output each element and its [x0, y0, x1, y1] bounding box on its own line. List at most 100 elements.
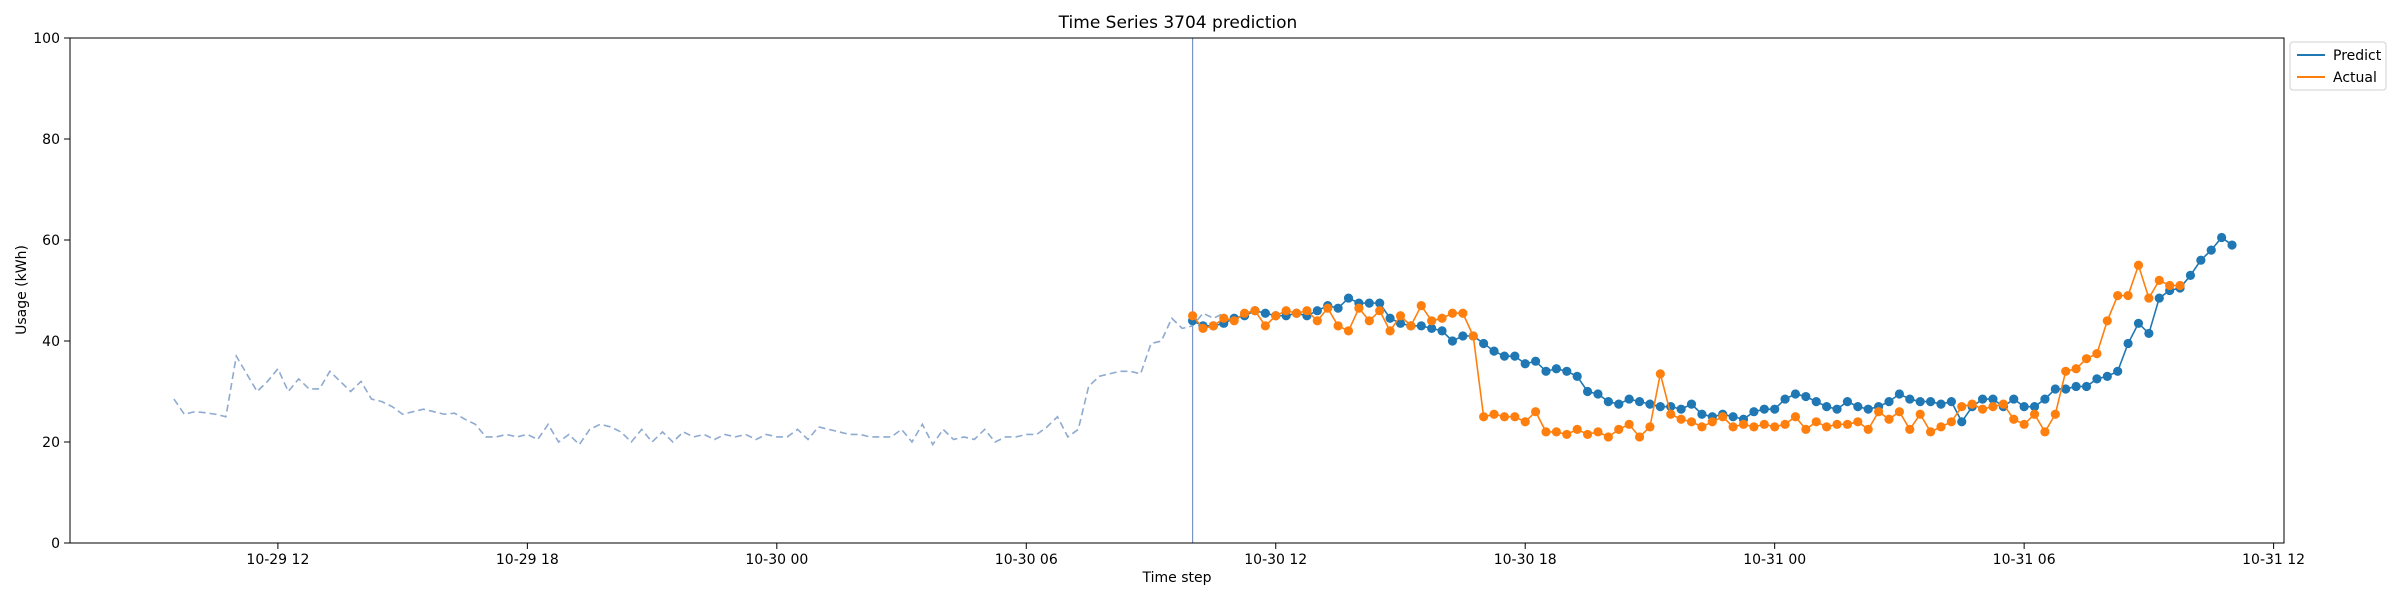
- predict-point: [1312, 306, 1322, 316]
- predict-point: [1520, 359, 1530, 369]
- predict-point: [2196, 255, 2206, 265]
- actual-point: [1874, 407, 1884, 417]
- actual-point: [1250, 306, 1260, 316]
- predict-point: [2206, 245, 2216, 255]
- actual-point: [1364, 316, 1374, 326]
- legend: Predict Actual: [2289, 41, 2387, 91]
- predict-point: [1510, 351, 1520, 361]
- actual-point: [1905, 424, 1915, 434]
- actual-point: [1323, 303, 1333, 313]
- actual-point: [1531, 407, 1541, 417]
- actual-point: [1738, 419, 1749, 429]
- actual-point: [1239, 308, 1250, 318]
- actual-point: [1479, 412, 1489, 422]
- predict-point: [1603, 397, 1613, 407]
- predict-point: [2040, 394, 2050, 404]
- actual-point: [1853, 417, 1863, 427]
- predict-point: [2061, 384, 2071, 394]
- history-series-line: [173, 312, 1225, 447]
- predict-point: [1395, 318, 1406, 328]
- y-tick-label: 0: [51, 536, 60, 552]
- actual-point: [1863, 424, 1873, 434]
- predict-point: [1749, 407, 1759, 417]
- actual-point: [1884, 414, 1894, 424]
- predict-point: [2154, 293, 2164, 303]
- y-axis: 0 20 40 60 80 100: [33, 31, 70, 552]
- y-tick-label: 20: [42, 435, 60, 451]
- predict-point: [2113, 366, 2123, 376]
- y-axis-title: Usage (kWh): [14, 245, 30, 335]
- actual-point: [1416, 301, 1426, 311]
- actual-point: [1468, 331, 1478, 341]
- actual-point: [1967, 399, 1977, 409]
- predict-point: [1479, 338, 1489, 349]
- actual-point: [2092, 349, 2102, 359]
- x-tick-label: 10-30 12: [1244, 552, 1307, 568]
- predict-point: [1853, 402, 1863, 412]
- actual-point: [1832, 419, 1842, 429]
- chart-title: Time Series 3704 prediction: [1058, 13, 1298, 33]
- actual-point: [1697, 422, 1707, 432]
- actual-point: [1489, 409, 1499, 419]
- actual-point: [1219, 313, 1229, 323]
- actual-point: [1354, 303, 1364, 313]
- actual-point: [1541, 427, 1551, 437]
- x-tick-label: 10-31 06: [1993, 552, 2056, 568]
- predict-point: [1624, 394, 1634, 404]
- predict-point: [1790, 389, 1801, 399]
- actual-point: [1707, 417, 1717, 427]
- y-tick-label: 80: [42, 132, 60, 148]
- predict-point: [1977, 394, 1988, 404]
- predict-point: [2102, 371, 2112, 381]
- predict-point: [1572, 371, 1582, 381]
- actual-point: [2165, 280, 2175, 291]
- predict-point: [1728, 412, 1738, 422]
- predict-point: [2227, 240, 2237, 250]
- predict-point: [2050, 384, 2060, 394]
- actual-point: [2123, 290, 2133, 301]
- x-axis-title: Time step: [1142, 570, 1212, 586]
- actual-point: [1998, 399, 2008, 409]
- actual-point: [2081, 354, 2092, 364]
- actual-point: [1603, 432, 1613, 442]
- predict-point: [2019, 402, 2029, 412]
- actual-point: [1624, 419, 1634, 429]
- predict-point: [1634, 397, 1645, 407]
- actual-point: [1551, 427, 1561, 437]
- predict-point: [2133, 318, 2144, 328]
- actual-point: [1302, 306, 1312, 316]
- actual-point: [1686, 417, 1697, 427]
- actual-point: [2154, 275, 2164, 285]
- predict-point: [1343, 293, 1354, 303]
- predict-point: [1884, 397, 1894, 407]
- actual-point: [1572, 424, 1582, 434]
- predict-point: [1811, 397, 1821, 407]
- predict-point: [1531, 356, 1541, 366]
- predict-point: [1458, 331, 1468, 341]
- actual-point: [1510, 412, 1520, 422]
- predict-point: [1551, 364, 1561, 374]
- actual-point: [2071, 364, 2081, 374]
- actual-point: [1458, 308, 1468, 318]
- actual-point: [1229, 316, 1239, 326]
- actual-point: [1915, 409, 1925, 419]
- y-tick-label: 40: [42, 334, 60, 350]
- predict-point: [1832, 404, 1842, 414]
- predict-point: [1686, 399, 1697, 409]
- predict-point: [1333, 303, 1343, 313]
- actual-point: [1988, 402, 1998, 412]
- actual-point: [1759, 419, 1769, 429]
- actual-point: [2144, 293, 2154, 303]
- actual-point: [1395, 311, 1406, 321]
- actual-point: [2019, 419, 2029, 429]
- x-tick-label: 10-30 06: [995, 552, 1058, 568]
- actual-point: [2113, 290, 2123, 301]
- actual-point: [2175, 280, 2185, 291]
- predict-point: [1562, 366, 1572, 376]
- actual-point: [1333, 321, 1343, 331]
- actual-point: [2029, 409, 2040, 419]
- x-axis: 10-29 12 10-29 18 10-30 00 10-30 06 10-30 12…: [246, 543, 2305, 568]
- actual-point: [1822, 422, 1832, 432]
